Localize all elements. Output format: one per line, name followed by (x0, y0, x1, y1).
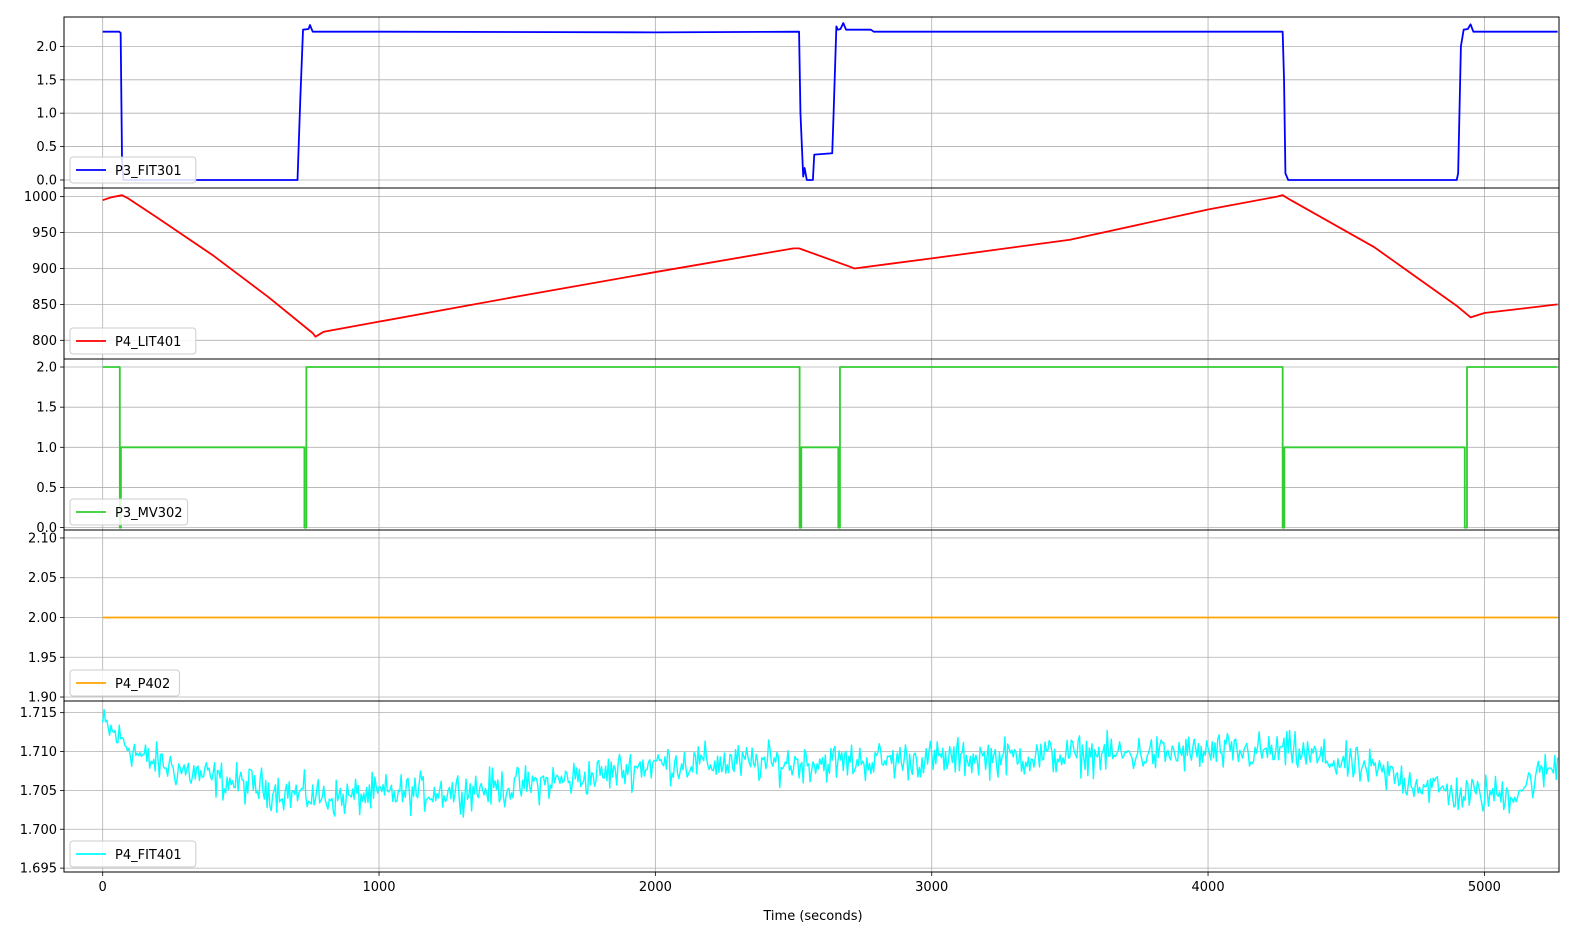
y-tick-label: 1.0 (36, 441, 57, 456)
subplot-frame (63, 700, 1560, 873)
y-tick-label: 1.710 (20, 745, 57, 760)
series-line-p4-fit401 (101, 708, 1559, 818)
y-tick-label: 1.700 (20, 823, 57, 838)
legend: P3_MV302 (69, 498, 189, 526)
y-tick-label: 1.90 (28, 691, 57, 706)
legend-box (69, 840, 197, 868)
subplots: 0.0 0.5 1.0 1.5 2.0 P3_FIT301 800 850 900 950 1000… (20, 16, 1560, 877)
x-tick-label: 1000 (362, 880, 395, 895)
subplot-p4-lit401: 800 850 900 950 1000 P4_LIT401 (24, 187, 1560, 360)
y-tick-label: 900 (32, 262, 57, 277)
y-tick-label: 1.695 (20, 862, 57, 877)
x-tick-label: 5000 (1468, 880, 1501, 895)
y-tick-label: 0.5 (36, 140, 57, 155)
x-axis: 0 1000 2000 3000 4000 5000 (99, 872, 1501, 895)
subplot-p3-fit301: 0.0 0.5 1.0 1.5 2.0 P3_FIT301 (36, 16, 1560, 189)
y-tick-label: 2.00 (28, 611, 57, 626)
legend-label: P3_FIT301 (115, 164, 182, 179)
y-tick-label: 2.05 (28, 571, 57, 586)
subplot-p3-mv302: 0.0 0.5 1.0 1.5 2.0 P3_MV302 (36, 358, 1560, 536)
legend-label: P4_FIT401 (115, 848, 182, 863)
legend-box (69, 498, 189, 526)
legend-box (69, 156, 197, 184)
x-tick-label: 0 (99, 880, 107, 895)
legend-label: P3_MV302 (115, 506, 183, 521)
y-tick-label: 2.0 (36, 361, 57, 376)
legend-label: P4_P402 (115, 677, 170, 692)
x-tick-label: 4000 (1192, 880, 1225, 895)
x-axis-label: Time (seconds) (762, 909, 862, 924)
y-tick-label: 950 (32, 226, 57, 241)
y-tick-label: 1.0 (36, 107, 57, 122)
series-line-p3-mv302 (102, 366, 1558, 529)
y-tick-label: 2.10 (28, 531, 57, 546)
x-tick-label: 3000 (915, 880, 948, 895)
legend-box (69, 669, 180, 697)
legend: P4_LIT401 (69, 327, 197, 355)
series-line-p3-fit301 (102, 22, 1558, 181)
y-tick-label: 800 (32, 334, 57, 349)
legend-box (69, 327, 197, 355)
y-tick-label: 1.705 (20, 784, 57, 799)
subplot-p4-fit401: 1.695 1.700 1.705 1.710 1.715 P4_FIT401 (20, 700, 1560, 877)
legend: P4_FIT401 (69, 840, 197, 868)
y-tick-label: 1.5 (36, 401, 57, 416)
y-tick-label: 2.0 (36, 40, 57, 55)
legend-label: P4_LIT401 (115, 335, 181, 350)
y-tick-label: 0.0 (36, 521, 57, 536)
y-tick-label: 1000 (24, 190, 57, 205)
legend: P4_P402 (69, 669, 180, 697)
y-tick-label: 0.0 (36, 173, 57, 188)
x-tick-label: 2000 (639, 880, 672, 895)
legend: P3_FIT301 (69, 156, 197, 184)
y-tick-label: 0.5 (36, 481, 57, 496)
y-tick-label: 850 (32, 298, 57, 313)
y-tick-label: 1.5 (36, 73, 57, 88)
series-line-p4-lit401 (102, 194, 1558, 338)
y-tick-label: 1.715 (20, 706, 57, 721)
y-tick-label: 1.95 (28, 651, 57, 666)
